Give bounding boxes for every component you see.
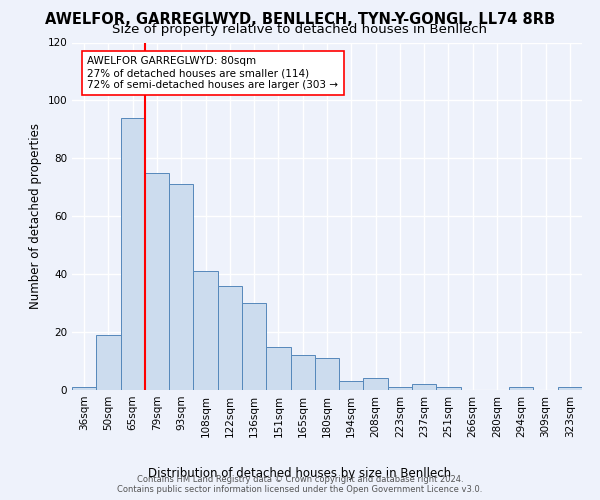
Text: AWELFOR, GARREGLWYD, BENLLECH, TYN-Y-GONGL, LL74 8RB: AWELFOR, GARREGLWYD, BENLLECH, TYN-Y-GON… [45, 12, 555, 28]
Bar [412, 384, 436, 390]
Bar [558, 387, 582, 390]
Bar [266, 346, 290, 390]
Bar [96, 335, 121, 390]
Bar [290, 355, 315, 390]
Bar [121, 118, 145, 390]
Text: AWELFOR GARREGLWYD: 80sqm
27% of detached houses are smaller (114)
72% of semi-d: AWELFOR GARREGLWYD: 80sqm 27% of detache… [88, 56, 338, 90]
Bar [169, 184, 193, 390]
Bar [72, 387, 96, 390]
Bar [509, 387, 533, 390]
Bar [339, 382, 364, 390]
Bar [436, 387, 461, 390]
Text: Contains HM Land Registry data © Crown copyright and database right 2024.
Contai: Contains HM Land Registry data © Crown c… [118, 474, 482, 494]
Bar [145, 173, 169, 390]
Bar [242, 303, 266, 390]
Text: Size of property relative to detached houses in Benllech: Size of property relative to detached ho… [113, 22, 487, 36]
Bar [388, 387, 412, 390]
Bar [218, 286, 242, 390]
Text: Distribution of detached houses by size in Benllech: Distribution of detached houses by size … [148, 468, 452, 480]
Bar [315, 358, 339, 390]
Bar [364, 378, 388, 390]
Y-axis label: Number of detached properties: Number of detached properties [29, 123, 42, 309]
Bar [193, 272, 218, 390]
